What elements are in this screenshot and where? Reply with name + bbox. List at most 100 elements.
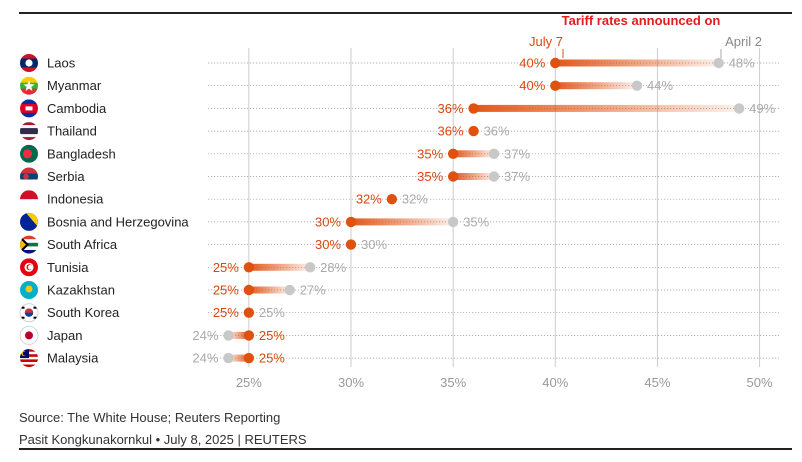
april-2-value-label: 44% — [647, 78, 673, 93]
change-bar — [555, 82, 637, 90]
july-7-dot — [447, 171, 459, 182]
change-bar — [228, 331, 249, 339]
july-7-dot — [550, 80, 561, 91]
july-7-value-label: 25% — [213, 260, 239, 275]
april-2-value-label: 32% — [402, 192, 428, 207]
x-tick-label: 30% — [338, 375, 364, 390]
april-2-value-label: 37% — [504, 146, 530, 161]
country-label: Serbia — [47, 169, 85, 184]
april-2-dot — [284, 284, 295, 296]
april-2-dot — [223, 330, 234, 341]
flag-malaysia-icon — [20, 349, 38, 368]
july-7-dot — [447, 148, 459, 159]
july-7-value-label: 25% — [213, 305, 239, 320]
flag-myanmar-icon — [20, 76, 38, 95]
april-2-dot — [488, 171, 500, 182]
april-2-value-label: 24% — [192, 351, 218, 366]
legend-april-2: April 2 — [725, 34, 762, 49]
flag-japan-icon — [19, 325, 39, 345]
change-bar — [473, 104, 740, 112]
flag-serbia-icon — [20, 167, 38, 186]
july-7-dot — [243, 330, 255, 341]
july-7-dot — [243, 307, 255, 318]
x-tick-label: 50% — [747, 375, 773, 390]
country-label: Myanmar — [47, 78, 102, 93]
july-7-value-label: 40% — [519, 78, 545, 93]
legend-july-7: July 7 — [529, 34, 563, 49]
source-note: Source: The White House; Reuters Reporti… — [19, 410, 281, 425]
top-rule — [19, 12, 792, 14]
country-label: South Africa — [47, 237, 118, 252]
x-tick-label: 45% — [644, 375, 670, 390]
country-label: South Korea — [47, 305, 120, 320]
april-2-dot — [223, 352, 234, 364]
july-7-value-label: 32% — [356, 192, 382, 207]
july-7-dot — [345, 216, 357, 228]
july-7-dot — [243, 262, 255, 273]
country-label: Malaysia — [47, 351, 99, 366]
country-label: Cambodia — [47, 101, 107, 116]
july-7-value-label: 25% — [259, 328, 285, 343]
country-label: Laos — [47, 56, 76, 71]
country-label: Tunisia — [47, 260, 89, 275]
x-tick-label: 25% — [236, 375, 262, 390]
april-2-dot — [304, 262, 316, 273]
april-2-value-label: 25% — [259, 305, 285, 320]
country-label: Thailand — [47, 124, 97, 139]
april-2-value-label: 24% — [192, 328, 218, 343]
april-2-dot — [631, 80, 643, 91]
byline: Pasit Kongkunakornkul • July 8, 2025 | R… — [19, 432, 307, 447]
july-7-dot — [386, 194, 398, 205]
april-2-value-label: 37% — [504, 169, 530, 184]
july-7-value-label: 25% — [213, 283, 239, 298]
bottom-rule — [19, 448, 792, 450]
april-2-value-label: 35% — [463, 214, 489, 229]
x-tick-label: 40% — [542, 375, 568, 390]
flag-south-korea-icon — [19, 303, 39, 323]
change-bar — [248, 286, 290, 294]
flag-thailand-icon — [20, 122, 38, 141]
country-label: Indonesia — [47, 192, 104, 207]
april-2-value-label: 49% — [749, 101, 775, 116]
july-7-value-label: 25% — [259, 351, 285, 366]
april-2-value-label: 36% — [484, 124, 510, 139]
july-7-dot — [468, 103, 479, 114]
flag-south-africa-icon — [20, 235, 38, 254]
flag-kazakhstan-icon — [20, 281, 38, 299]
change-bar — [555, 59, 719, 67]
chart-title: Tariff rates announced on — [562, 13, 721, 28]
july-7-dot — [468, 125, 479, 137]
country-label: Japan — [47, 328, 82, 343]
flag-indonesia-icon — [20, 190, 38, 209]
july-7-dot — [550, 57, 561, 69]
april-2-value-label: 27% — [300, 283, 326, 298]
july-7-value-label: 30% — [315, 214, 341, 229]
country-label: Bangladesh — [47, 146, 116, 161]
flag-tunisia-icon — [20, 258, 38, 277]
flag-bosnia-icon — [20, 212, 38, 231]
july-7-value-label: 35% — [417, 169, 443, 184]
flag-bangladesh-icon — [20, 144, 38, 163]
change-bar — [453, 150, 494, 158]
flag-cambodia-icon — [20, 99, 38, 118]
change-bar — [351, 218, 454, 226]
change-bar — [453, 173, 494, 180]
july-7-dot — [243, 284, 255, 296]
july-7-value-label: 35% — [417, 146, 443, 161]
july-7-value-label: 30% — [315, 237, 341, 252]
april-2-value-label: 30% — [361, 237, 387, 252]
change-bar — [228, 354, 249, 362]
april-2-dot — [713, 57, 724, 69]
april-2-dot — [447, 216, 459, 228]
april-2-value-label: 48% — [729, 56, 755, 71]
country-label: Bosnia and Herzegovina — [47, 214, 189, 229]
tariff-dumbbell-chart: 25% 30% 35% 40% 45% 50% Laos 40% 48% Myanmar 40% 44… — [19, 13, 780, 390]
july-7-dot — [345, 239, 357, 250]
flag-laos-icon — [20, 54, 38, 72]
july-7-value-label: 36% — [438, 124, 464, 139]
april-2-value-label: 28% — [320, 260, 346, 275]
country-label: Kazakhstan — [47, 283, 115, 298]
x-tick-label: 35% — [440, 375, 466, 390]
july-7-value-label: 40% — [519, 56, 545, 71]
change-bar — [248, 263, 311, 271]
